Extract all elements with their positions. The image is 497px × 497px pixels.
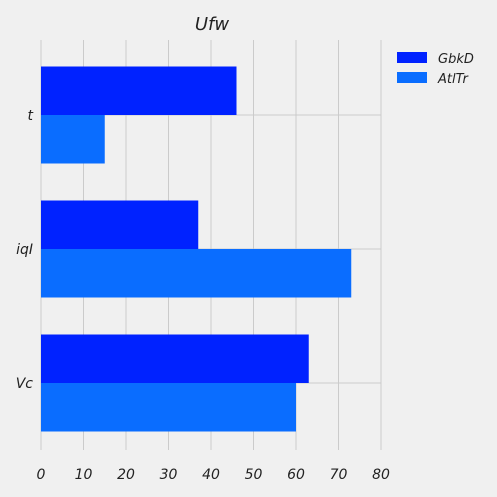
- chart-title: Ufw: [195, 14, 230, 35]
- legend-label: AtlTr: [437, 72, 470, 87]
- bar-atltr-t: [41, 115, 105, 164]
- x-tick-label: 80: [372, 467, 390, 483]
- y-tick-label: Vc: [16, 376, 34, 392]
- bar-atltr-iqi: [41, 249, 352, 298]
- x-tick-label: 20: [117, 467, 135, 483]
- x-tick-label: 50: [245, 467, 263, 483]
- y-tick-label: t: [28, 108, 34, 124]
- legend-swatch: [397, 52, 427, 63]
- x-tick-label: 10: [75, 467, 93, 483]
- legend-label: GbkD: [438, 52, 474, 67]
- x-tick-labels: 0 10 20 30 40 50 60 70 80: [37, 467, 390, 483]
- bars: [41, 66, 352, 432]
- bar-gbkd-t: [41, 66, 237, 115]
- x-tick-label: 0: [37, 467, 46, 483]
- legend-swatch: [397, 72, 427, 83]
- x-tick-label: 70: [330, 467, 348, 483]
- x-tick-label: 40: [202, 467, 220, 483]
- bar-gbkd-iqi: [41, 200, 199, 249]
- y-tick-label: iqI: [16, 242, 33, 258]
- y-tick-labels: t iqI Vc: [16, 108, 34, 392]
- legend: GbkD AtlTr: [397, 52, 474, 87]
- x-tick-label: 30: [160, 467, 178, 483]
- bar-atltr-vc: [41, 383, 296, 432]
- x-tick-label: 60: [287, 467, 305, 483]
- bar-gbkd-vc: [41, 334, 309, 383]
